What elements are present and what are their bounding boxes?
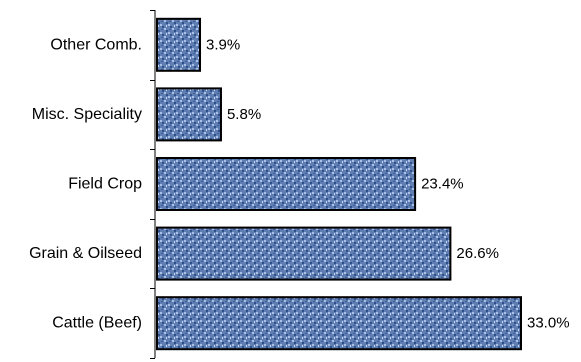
- bar: [156, 87, 222, 142]
- category-label: Other Comb.: [50, 36, 142, 53]
- bar: [156, 157, 417, 211]
- value-label: 26.6%: [456, 245, 499, 262]
- category-label: Field Crop: [68, 176, 142, 193]
- category-label: Cattle (Beef): [52, 315, 142, 332]
- bar: [156, 296, 522, 351]
- bar: [156, 17, 202, 72]
- value-label: 5.8%: [227, 106, 261, 123]
- category-label: Misc. Speciality: [32, 106, 142, 123]
- y-axis: [150, 10, 156, 359]
- bar: [156, 226, 452, 281]
- value-label: 3.9%: [206, 36, 240, 53]
- labels: Other Comb. 3.9% Misc. Speciality 5.8% Field…: [29, 36, 569, 331]
- category-label: Grain & Oilseed: [29, 245, 142, 262]
- bars: [156, 17, 522, 351]
- value-label: 33.0%: [527, 315, 570, 332]
- value-label: 23.4%: [421, 176, 464, 193]
